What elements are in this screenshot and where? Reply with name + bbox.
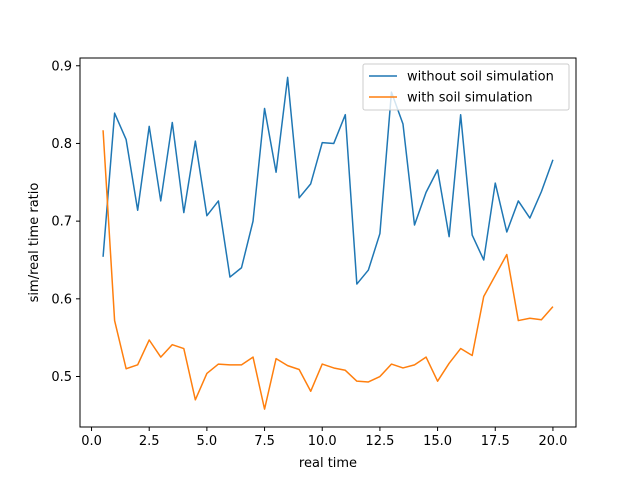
legend: without soil simulation with soil simula… bbox=[362, 63, 570, 111]
y-axis: 0.5 0.6 0.7 0.8 0.9 bbox=[51, 59, 80, 385]
x-axis: 0.0 2.5 5.0 7.5 10.0 12.5 15.0 17.5 20.0 bbox=[81, 427, 567, 449]
legend-label-with-soil: with soil simulation bbox=[407, 91, 533, 106]
y-tick-label: 0.5 bbox=[51, 370, 72, 385]
x-tick-label: 20.0 bbox=[538, 434, 567, 449]
y-tick-label: 0.6 bbox=[51, 292, 72, 307]
x-tick-label: 15.0 bbox=[423, 434, 452, 449]
legend-box bbox=[362, 63, 570, 111]
plot-lines bbox=[102, 76, 554, 410]
x-tick-label: 12.5 bbox=[365, 434, 394, 449]
y-tick-label: 0.7 bbox=[51, 215, 72, 230]
y-tick-label: 0.8 bbox=[51, 137, 72, 152]
series-line-1 bbox=[102, 130, 554, 410]
x-tick-label: 2.5 bbox=[139, 434, 160, 449]
plot-frame bbox=[79, 57, 577, 428]
legend-label-without-soil: without soil simulation bbox=[407, 70, 554, 85]
series-line-0 bbox=[102, 76, 554, 285]
x-tick-label: 7.5 bbox=[254, 434, 275, 449]
x-tick-label: 5.0 bbox=[197, 434, 218, 449]
x-tick-label: 10.0 bbox=[308, 434, 337, 449]
x-tick-label: 17.5 bbox=[481, 434, 510, 449]
y-tick-label: 0.9 bbox=[51, 59, 72, 74]
y-axis-label: sim/real time ratio bbox=[27, 183, 42, 303]
x-tick-label: 0.0 bbox=[81, 434, 102, 449]
x-axis-label: real time bbox=[299, 456, 357, 471]
